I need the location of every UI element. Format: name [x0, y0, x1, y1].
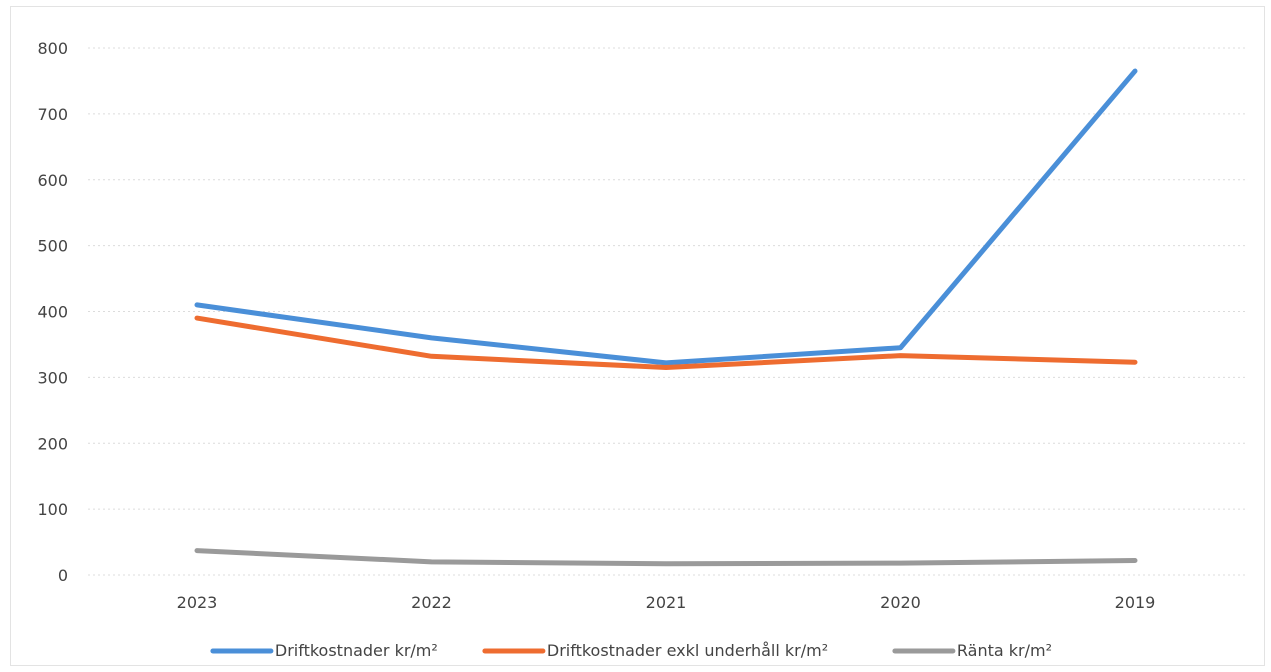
legend-item: Driftkostnader kr/m² [210, 641, 438, 660]
x-tick-label: 2022 [411, 593, 452, 612]
x-axis: 2023 2022 2021 2020 2019 [177, 593, 1156, 612]
y-tick-label: 500 [37, 237, 68, 256]
x-tick-label: 2023 [177, 593, 218, 612]
legend-label: Ränta kr/m² [957, 641, 1052, 660]
y-tick-label: 200 [37, 434, 68, 453]
x-tick-label: 2021 [646, 593, 687, 612]
x-tick-label: 2019 [1115, 593, 1156, 612]
chart-container [10, 6, 1265, 666]
y-tick-label: 100 [37, 500, 68, 519]
legend-label: Driftkostnader kr/m² [275, 641, 438, 660]
y-tick-label: 800 [37, 39, 68, 58]
series-lines [194, 68, 1138, 567]
series-line-3 [194, 548, 1138, 567]
y-tick-label: 400 [37, 303, 68, 322]
legend-item: Ränta kr/m² [892, 641, 1052, 660]
legend: Driftkostnader kr/m² Driftkostnader exkl … [210, 641, 1052, 660]
y-tick-label: 300 [37, 368, 68, 387]
legend-label: Driftkostnader exkl underhåll kr/m² [547, 641, 828, 660]
y-tick-label: 600 [37, 171, 68, 190]
series-line-2 [194, 315, 1138, 370]
series-line-1 [194, 68, 1138, 366]
legend-item: Driftkostnader exkl underhåll kr/m² [482, 641, 828, 660]
y-tick-label: 0 [58, 566, 68, 585]
x-tick-label: 2020 [880, 593, 921, 612]
y-tick-label: 700 [37, 105, 68, 124]
y-axis: 0 100 200 300 400 500 600 700 800 [37, 39, 68, 585]
